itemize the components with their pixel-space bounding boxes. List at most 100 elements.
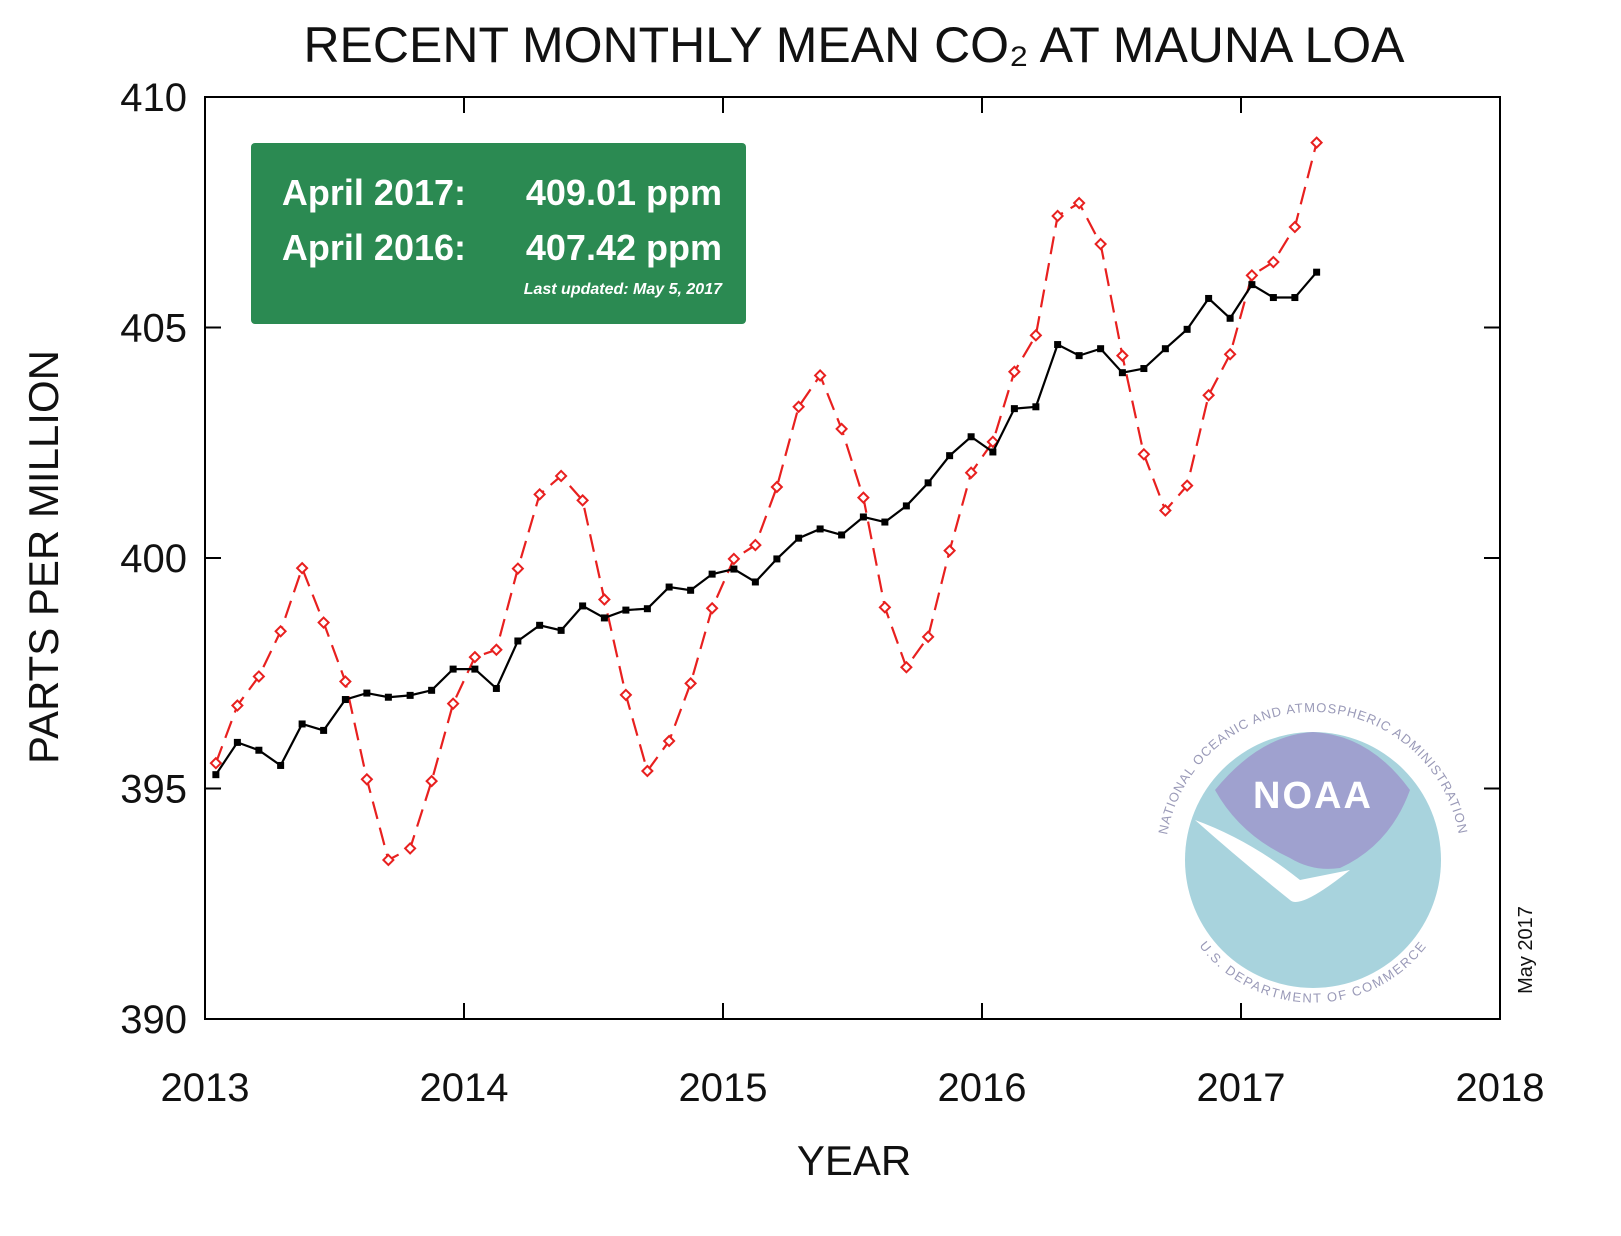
x-axis-title: YEAR (797, 1137, 911, 1184)
data-point (446, 697, 460, 711)
data-point (600, 614, 608, 622)
x-tick-label: 2016 (938, 1066, 1027, 1110)
data-point (684, 676, 698, 690)
data-point (403, 842, 417, 855)
data-point (1288, 220, 1302, 234)
data-point (1223, 347, 1237, 361)
data-point (468, 650, 482, 664)
data-point (943, 544, 957, 558)
x-tick-label: 2017 (1197, 1066, 1286, 1110)
data-point (1161, 345, 1169, 353)
data-point (255, 746, 263, 754)
data-point (1029, 328, 1043, 342)
data-point (317, 616, 331, 629)
data-point (902, 502, 910, 510)
data-point (511, 562, 525, 576)
data-point (770, 480, 784, 494)
data-point (579, 602, 587, 610)
data-point (557, 626, 565, 634)
data-point (1118, 369, 1126, 377)
data-point (1072, 196, 1086, 210)
data-point (1180, 479, 1194, 493)
data-point (428, 686, 436, 694)
data-point (406, 691, 414, 699)
data-point (341, 696, 349, 704)
data-point (1140, 365, 1148, 373)
data-point (274, 624, 288, 638)
data-point (1032, 403, 1040, 411)
data-point (687, 586, 695, 594)
data-point (212, 771, 220, 779)
data-point (816, 525, 824, 533)
data-point (924, 479, 932, 487)
data-point (795, 534, 803, 542)
data-point (1183, 325, 1191, 333)
data-point (1097, 345, 1105, 353)
data-point (1245, 268, 1259, 282)
data-point (536, 621, 544, 629)
data-point (471, 665, 479, 673)
data-point (967, 433, 975, 441)
data-point (1051, 209, 1065, 223)
data-point (1054, 341, 1062, 349)
x-tick-label: 2014 (420, 1066, 509, 1110)
data-point (751, 578, 759, 586)
date-stamp: May 2017 (1515, 906, 1537, 994)
data-point (705, 601, 719, 615)
y-axis-title: PARTS PER MILLION (20, 350, 67, 764)
info-box (251, 143, 746, 324)
data-point (640, 764, 654, 778)
data-point (1266, 255, 1280, 269)
data-point (363, 689, 371, 697)
data-point (878, 600, 892, 614)
data-point (252, 670, 266, 683)
data-point (338, 675, 352, 688)
data-point (514, 637, 522, 645)
data-point (360, 772, 374, 786)
data-point (1310, 136, 1324, 150)
data-point (1248, 281, 1256, 289)
data-point (1158, 504, 1172, 517)
box-value: 407.42 ppm (526, 227, 722, 268)
data-point (277, 761, 285, 769)
data-point (492, 684, 500, 692)
data-point (859, 513, 867, 521)
data-point (622, 606, 630, 614)
data-point (1007, 365, 1021, 379)
data-point (320, 726, 328, 734)
data-point (773, 555, 781, 563)
data-point (921, 630, 935, 644)
data-point (1137, 447, 1151, 461)
box-value: 409.01 ppm (526, 172, 722, 213)
noaa-logo: NOAA NATIONAL OCEANIC AND ATMOSPHERIC AD… (1155, 700, 1469, 1006)
y-tick-label: 395 (120, 768, 187, 812)
data-point (838, 531, 846, 539)
data-point (209, 756, 223, 770)
data-point (727, 552, 741, 566)
box-label: April 2017: (282, 172, 466, 213)
y-tick-label: 405 (120, 307, 187, 351)
data-point (964, 466, 978, 480)
data-point (792, 400, 806, 414)
data-point (1269, 294, 1277, 302)
data-point (986, 435, 1000, 449)
series-line (214, 271, 1318, 776)
data-point (662, 734, 676, 748)
data-point (643, 605, 651, 613)
data-point (946, 452, 954, 460)
data-point (619, 688, 633, 702)
data-point (899, 660, 913, 674)
data-point (881, 518, 889, 526)
data-point (813, 369, 827, 382)
y-tick-label: 410 (120, 76, 187, 120)
chart-title: RECENT MONTHLY MEAN CO₂ AT MAUNA LOA (303, 17, 1405, 73)
data-point (708, 570, 716, 578)
data-point (748, 538, 762, 552)
data-point (856, 491, 870, 505)
data-point (233, 738, 241, 746)
logo-bird (1195, 820, 1350, 902)
data-point (381, 853, 395, 867)
box-label: April 2016: (282, 227, 466, 268)
